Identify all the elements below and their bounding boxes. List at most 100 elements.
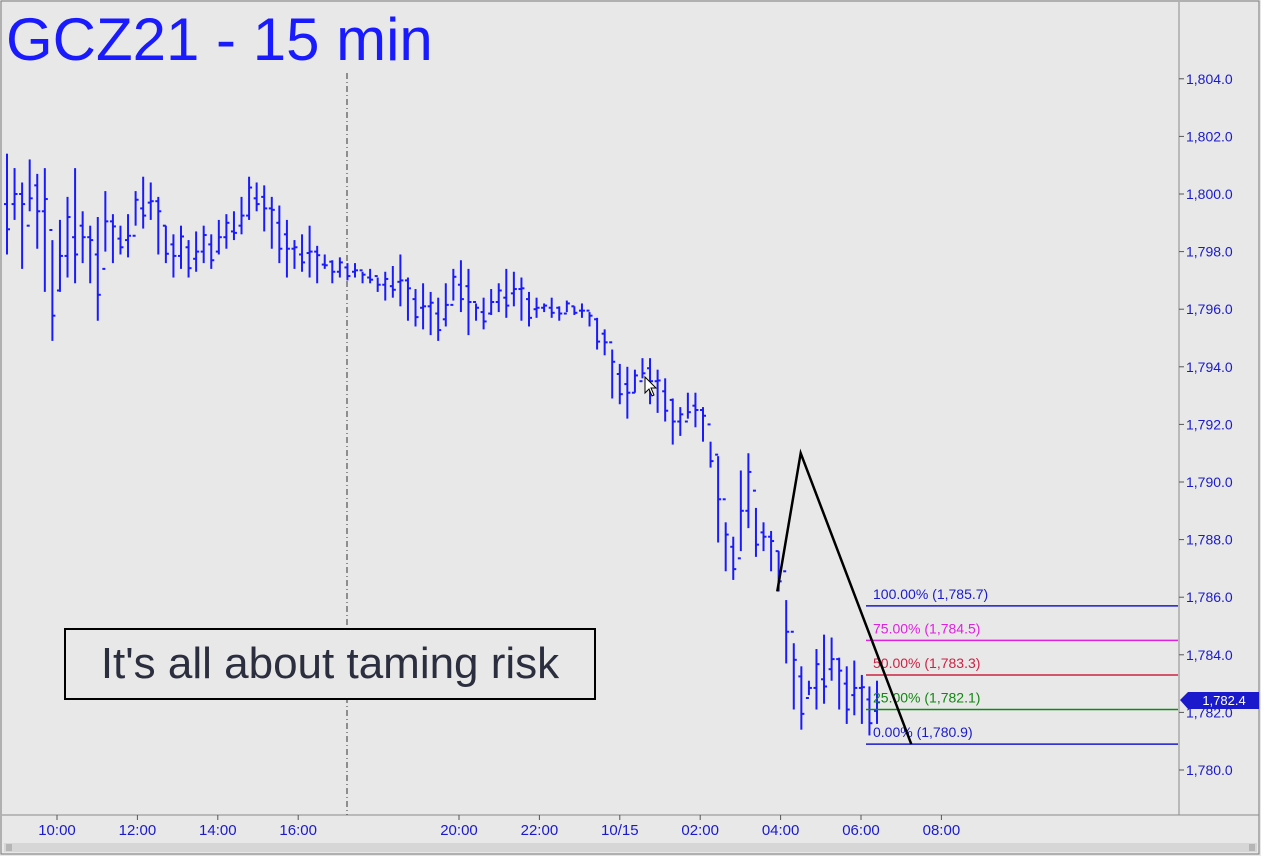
price-bar bbox=[556, 306, 563, 321]
price-bar bbox=[87, 225, 94, 284]
price-bar bbox=[745, 453, 752, 529]
price-bar bbox=[72, 168, 79, 284]
chart-title: GCZ21 - 15 min bbox=[6, 6, 433, 73]
x-tick-label: 04:00 bbox=[762, 822, 800, 839]
price-bar bbox=[276, 205, 283, 264]
last-price-label: 1,782.4 bbox=[1202, 693, 1245, 708]
price-bar bbox=[503, 268, 510, 318]
fib-level-label: 0.00% (1,780.9) bbox=[873, 724, 973, 740]
scrollbar[interactable] bbox=[4, 843, 1257, 852]
x-tick-label: 10:00 bbox=[38, 822, 76, 839]
price-bar bbox=[669, 398, 676, 445]
price-bar bbox=[102, 191, 109, 270]
price-bar bbox=[752, 489, 759, 557]
price-bar bbox=[828, 637, 835, 681]
price-bar bbox=[11, 168, 18, 220]
y-tick-label: 1,802.0 bbox=[1186, 128, 1233, 144]
fibonacci-levels: 100.00% (1,785.7) 75.00% (1,784.5) 50.00% … bbox=[866, 586, 1178, 745]
price-bar bbox=[208, 234, 215, 269]
price-bar bbox=[34, 173, 41, 249]
price-bar bbox=[495, 283, 502, 313]
price-bar bbox=[162, 224, 169, 264]
price-bar bbox=[518, 277, 525, 321]
x-tick-label: 22:00 bbox=[521, 822, 559, 839]
price-bar bbox=[41, 168, 48, 292]
fib-level: 75.00% (1,784.5) bbox=[866, 620, 1178, 642]
price-bar bbox=[314, 245, 321, 284]
x-tick-label: 16:00 bbox=[279, 822, 317, 839]
price-bar bbox=[836, 657, 843, 710]
price-bar bbox=[510, 271, 517, 307]
price-bar bbox=[821, 634, 828, 704]
price-bar bbox=[215, 219, 222, 255]
price-bar bbox=[851, 660, 858, 716]
y-tick-label: 1,786.0 bbox=[1186, 589, 1233, 605]
price-bar bbox=[329, 260, 336, 284]
price-bar bbox=[238, 196, 245, 235]
price-bar bbox=[805, 680, 812, 699]
price-bar bbox=[654, 369, 661, 413]
price-bar bbox=[79, 211, 86, 264]
y-tick-label: 1,796.0 bbox=[1186, 301, 1233, 317]
price-bar bbox=[783, 570, 790, 664]
price-bar bbox=[117, 225, 124, 255]
price-bar bbox=[548, 297, 555, 318]
price-bar bbox=[843, 666, 850, 724]
last-price-tag: 1,782.4 bbox=[1180, 692, 1259, 709]
price-bar bbox=[601, 329, 608, 356]
fib-level-label: 50.00% (1,783.3) bbox=[873, 655, 980, 671]
price-bar bbox=[147, 182, 154, 220]
price-bar bbox=[200, 225, 207, 264]
price-axis-labels: 1,780.01,782.01,784.01,786.01,788.01,790… bbox=[1179, 71, 1233, 778]
price-bar bbox=[49, 229, 56, 341]
price-bar bbox=[283, 219, 290, 278]
price-bar bbox=[253, 182, 260, 212]
price-bar bbox=[374, 275, 381, 292]
mouse-cursor-icon bbox=[644, 375, 658, 397]
price-bar bbox=[404, 277, 411, 321]
price-bar bbox=[170, 234, 177, 278]
fib-level: 0.00% (1,780.9) bbox=[866, 724, 1178, 745]
price-bar bbox=[442, 283, 449, 327]
price-bar bbox=[722, 498, 729, 572]
price-bar bbox=[473, 301, 480, 321]
price-bar bbox=[480, 297, 487, 330]
price-bar bbox=[56, 219, 63, 292]
abc-pattern-line bbox=[776, 448, 913, 745]
price-bar bbox=[465, 268, 472, 336]
price-bar bbox=[571, 305, 578, 315]
price-bar bbox=[435, 297, 442, 341]
x-tick-label: 20:00 bbox=[440, 822, 478, 839]
price-bar bbox=[389, 266, 396, 298]
price-bar bbox=[344, 263, 351, 281]
price-bar bbox=[715, 453, 722, 543]
y-tick-label: 1,790.0 bbox=[1186, 474, 1233, 490]
price-bar bbox=[730, 536, 737, 580]
price-bar bbox=[813, 649, 820, 710]
price-bar bbox=[359, 269, 366, 284]
fib-level: 100.00% (1,785.7) bbox=[866, 586, 1178, 607]
price-bar bbox=[19, 182, 26, 269]
price-bar bbox=[299, 234, 306, 272]
price-bar bbox=[336, 257, 343, 278]
scroll-right-arrow[interactable] bbox=[1249, 844, 1255, 851]
price-bar bbox=[578, 303, 585, 318]
fib-level-label: 25.00% (1,782.1) bbox=[873, 690, 980, 706]
price-bar bbox=[306, 225, 313, 278]
scroll-left-arrow[interactable] bbox=[6, 844, 12, 851]
price-bar bbox=[790, 630, 797, 710]
price-bar bbox=[662, 378, 669, 422]
price-bar bbox=[397, 254, 404, 307]
price-bar bbox=[647, 358, 654, 405]
x-tick-label: 10/15 bbox=[601, 822, 639, 839]
price-bar bbox=[291, 240, 298, 269]
price-bar bbox=[624, 366, 631, 419]
price-bar bbox=[533, 297, 540, 318]
price-bar bbox=[457, 260, 464, 313]
price-bar bbox=[367, 268, 374, 284]
price-bar bbox=[26, 159, 33, 227]
price-bar bbox=[352, 263, 358, 278]
price-bar bbox=[616, 363, 623, 405]
y-tick-label: 1,788.0 bbox=[1186, 532, 1233, 548]
